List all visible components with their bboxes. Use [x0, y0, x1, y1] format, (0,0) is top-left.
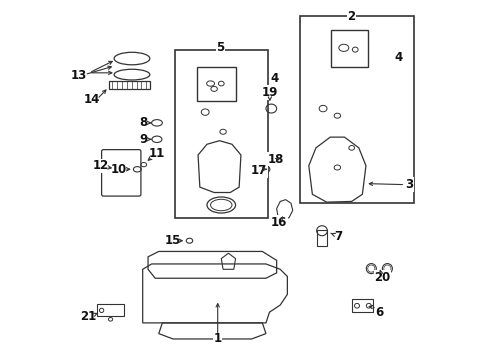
Bar	[175, 50, 267, 217]
Bar	[316, 230, 326, 246]
Text: 18: 18	[267, 153, 284, 166]
Text: 1: 1	[213, 333, 222, 346]
Text: 4: 4	[393, 51, 402, 64]
Bar	[331, 30, 367, 67]
Text: 11: 11	[148, 148, 165, 161]
Text: 7: 7	[333, 230, 342, 243]
Text: 5: 5	[216, 41, 224, 54]
Text: 17: 17	[250, 164, 266, 177]
Text: 12: 12	[92, 159, 108, 172]
Text: 2: 2	[347, 10, 355, 23]
Bar	[97, 304, 124, 316]
Text: 15: 15	[164, 234, 181, 247]
Text: 14: 14	[83, 93, 100, 106]
Text: 10: 10	[110, 163, 126, 176]
Text: 8: 8	[140, 116, 147, 129]
Text: 6: 6	[375, 306, 383, 319]
Text: 21: 21	[80, 310, 96, 323]
Bar	[351, 298, 372, 312]
Bar	[197, 67, 235, 102]
Bar	[108, 81, 149, 89]
Text: 19: 19	[261, 86, 277, 99]
Bar	[299, 16, 413, 203]
Text: 13: 13	[71, 69, 87, 82]
Text: 3: 3	[405, 178, 413, 191]
Text: 16: 16	[270, 216, 287, 229]
Text: 9: 9	[140, 133, 147, 146]
Text: 4: 4	[269, 72, 278, 85]
Text: 20: 20	[373, 271, 390, 284]
